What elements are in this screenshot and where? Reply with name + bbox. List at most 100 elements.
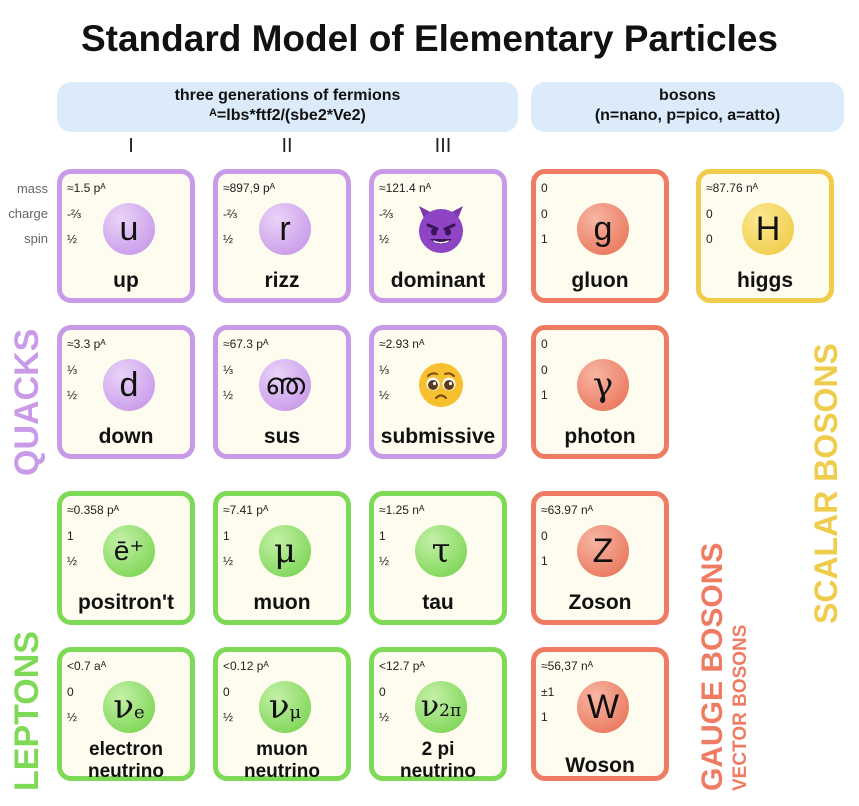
particle-name: electron neutrino xyxy=(57,739,195,783)
particle-name-line2: neutrino xyxy=(244,761,320,782)
spin-value: ½ xyxy=(223,710,234,724)
particle-name-line2: neutrino xyxy=(88,761,164,782)
bosons-header-units: (n=nano, p=pico, a=atto) xyxy=(594,107,781,124)
particle-name: Zoson xyxy=(568,591,632,614)
particle-card-muon-neutrino: <0.12 pᴬ 0 ½ νμ muon neutrino xyxy=(213,647,351,782)
spin-value: 1 xyxy=(541,232,548,246)
particle-symbol: ഞ xyxy=(259,359,311,411)
mass-value: <0.7 aᴬ xyxy=(67,659,107,673)
row-label-spin: spin xyxy=(24,231,48,246)
scalar-bosons-side-label: SCALAR BOSONS xyxy=(808,343,844,624)
charge-value: 1 xyxy=(379,529,386,543)
gauge-bosons-side-label: GAUGE BOSONS xyxy=(696,542,729,791)
spin-value: ½ xyxy=(223,388,234,402)
mass-value: ≈0.358 pᴬ xyxy=(67,503,120,517)
page-title: Standard Model of Elementary Particles xyxy=(80,18,779,59)
row-label-mass: mass xyxy=(16,181,48,196)
spin-value: ½ xyxy=(67,388,78,402)
generation-label-2: II xyxy=(281,135,293,157)
particle-card-tau: ≈1.25 nᴬ 1 ½ τ tau xyxy=(369,491,507,625)
particle-symbol: H xyxy=(742,203,794,255)
mass-value: ≈2.93 nᴬ xyxy=(379,337,425,351)
particle-name: 2 pi neutrino xyxy=(369,739,507,783)
charge-value: 0 xyxy=(223,685,230,699)
charge-value: 1 xyxy=(223,529,230,543)
generation-label-3: III xyxy=(434,135,452,157)
nu-subscript: 2π xyxy=(439,701,462,721)
spin-value: ½ xyxy=(379,388,390,402)
particle-card-electron-neutrino: <0.7 aᴬ 0 ½ νe electron neutrino xyxy=(57,647,195,783)
particle-card-rizz: ≈897,9 pᴬ -⅔ ½ r rizz xyxy=(213,169,351,303)
mass-value: ≈121.4 nᴬ xyxy=(379,181,432,195)
particle-card-down: ≈3.3 pᴬ ⅓ ½ d down xyxy=(57,325,195,459)
particle-symbol: u xyxy=(103,203,155,255)
particle-symbol: W xyxy=(577,681,629,733)
charge-value: 0 xyxy=(541,363,548,377)
particle-name: submissive xyxy=(380,425,496,448)
spin-value: ½ xyxy=(67,232,78,246)
particle-name: positron't xyxy=(78,591,174,614)
particle-symbol: ν2π xyxy=(415,681,467,733)
spin-value: ½ xyxy=(223,232,234,246)
particle-card-photon: 0 0 1 γ photon xyxy=(531,325,669,459)
particle-name-line1: electron xyxy=(89,739,163,760)
particle-symbol: d xyxy=(103,359,155,411)
particle-symbol: r xyxy=(259,203,311,255)
spin-value: ½ xyxy=(379,710,390,724)
mass-value: <12.7 pᴬ xyxy=(379,659,425,673)
bosons-header-title: bosons xyxy=(659,87,716,104)
particle-name: rizz xyxy=(264,269,300,292)
charge-value: -⅔ xyxy=(67,207,82,221)
row-label-charge: charge xyxy=(8,206,48,221)
charge-value: ⅓ xyxy=(223,363,234,377)
particle-name: muon xyxy=(253,591,311,614)
particle-name: photon xyxy=(564,425,636,448)
particle-name: sus xyxy=(263,425,301,448)
particle-card-up: ≈1.5 pᴬ -⅔ ½ u up xyxy=(57,169,195,303)
particle-name: gluon xyxy=(571,269,629,292)
particle-card-zoson: ≈63.97 nᴬ 0 1 Z Zoson xyxy=(531,491,669,625)
particle-symbol: γ xyxy=(577,359,629,411)
particle-symbol: νe xyxy=(103,681,155,733)
nu-subscript: μ xyxy=(289,702,302,723)
charge-value: 0 xyxy=(379,685,386,699)
charge-value: 0 xyxy=(706,207,713,221)
spin-value: ½ xyxy=(379,232,390,246)
spin-value: 1 xyxy=(541,388,548,402)
charge-value: 0 xyxy=(541,529,548,543)
nu-symbol: ν xyxy=(420,689,440,724)
particle-name: up xyxy=(113,269,139,292)
particle-card-positront: ≈0.358 pᴬ 1 ½ ē⁺ positron't xyxy=(57,491,195,625)
generation-label-1: I xyxy=(128,135,134,157)
charge-value: 0 xyxy=(67,685,74,699)
particle-name: higgs xyxy=(737,269,793,292)
mass-value: ≈1.25 nᴬ xyxy=(379,503,425,517)
mass-value: 0 xyxy=(541,337,548,351)
particle-name-line1: muon xyxy=(256,739,308,760)
particle-card-2pi-neutrino: <12.7 pᴬ 0 ½ ν2π 2 pi neutrino xyxy=(369,647,507,783)
pleading-face-emoji-icon xyxy=(415,359,467,411)
bosons-header: bosons (n=nano, p=pico, a=atto) xyxy=(531,82,844,132)
spin-value: ½ xyxy=(379,554,390,568)
spin-value: ½ xyxy=(223,554,234,568)
mass-value: ≈3.3 pᴬ xyxy=(67,337,106,351)
fermions-header-formula: ᴬ=lbs*ftf2/(sbe2*Ve2) xyxy=(209,107,366,124)
vector-bosons-side-label: VECTOR BOSONS xyxy=(730,624,751,791)
particle-symbol: νμ xyxy=(259,681,311,733)
particle-card-submissive: ≈2.93 nᴬ ⅓ ½ submissive xyxy=(369,325,507,459)
spin-value: ½ xyxy=(67,554,78,568)
particle-card-woson: ≈56,37 nᴬ ±1 1 W Woson xyxy=(531,647,669,781)
spin-value: 0 xyxy=(706,232,713,246)
particle-symbol: ē⁺ xyxy=(103,525,155,577)
particle-name-line2: neutrino xyxy=(400,761,476,782)
devil-emoji-icon xyxy=(415,203,467,255)
charge-value: 1 xyxy=(67,529,74,543)
mass-value: ≈56,37 nᴬ xyxy=(541,659,594,673)
spin-value: 1 xyxy=(541,710,548,724)
charge-value: ⅓ xyxy=(379,363,390,377)
charge-value: -⅔ xyxy=(223,207,238,221)
charge-value: ±1 xyxy=(541,685,555,699)
nu-symbol: ν xyxy=(113,687,134,727)
charge-value: ⅓ xyxy=(67,363,78,377)
nu-symbol: ν xyxy=(268,687,290,727)
